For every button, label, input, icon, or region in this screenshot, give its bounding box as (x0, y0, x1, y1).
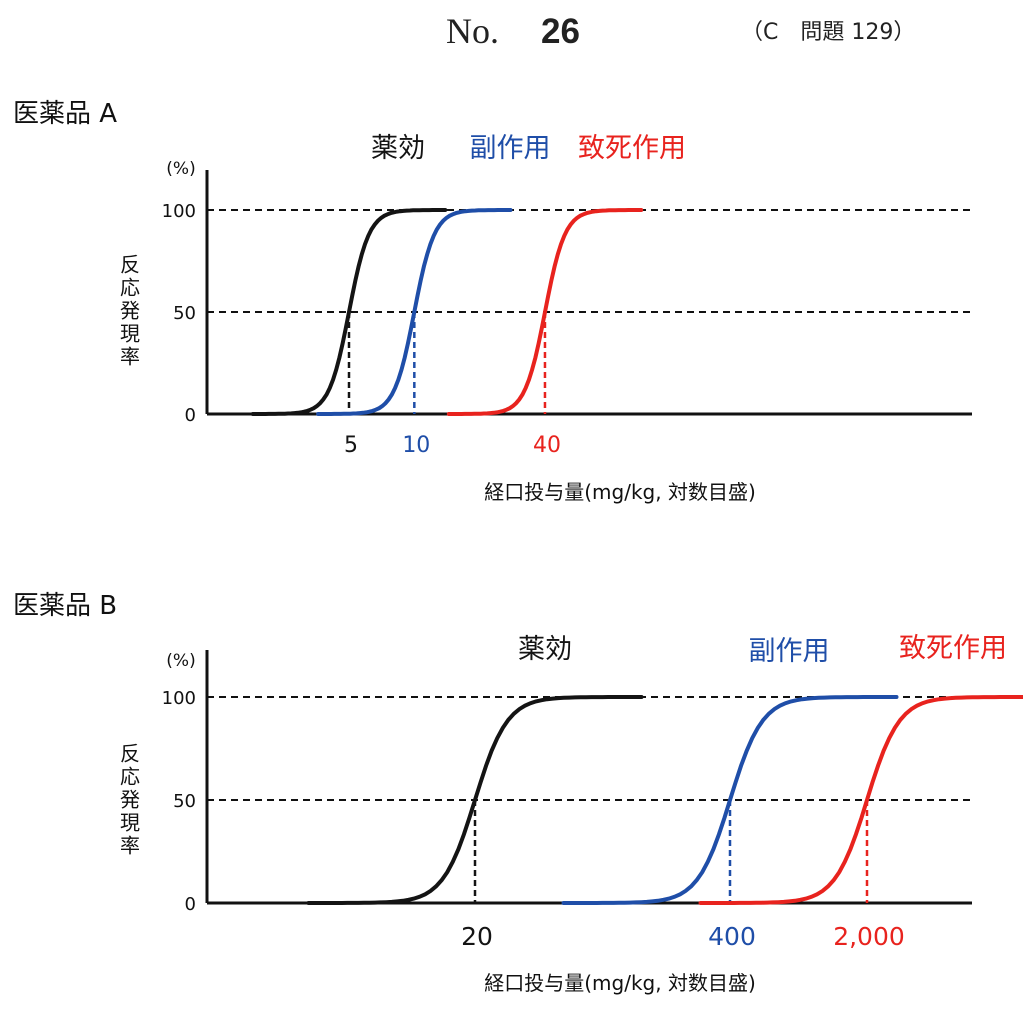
chart-b-series-name-1: 副作用 (749, 636, 830, 667)
header-number: 26 (541, 12, 580, 52)
header-no: No. (446, 10, 499, 52)
chart-a-series-name-2: 致死作用 (578, 133, 686, 164)
chart-b-ylabel-char: 現 (120, 811, 140, 835)
chart-a-ed50-label-0: 5 (344, 433, 358, 458)
chart-a-ylabel-char: 現 (120, 322, 140, 346)
chart-a-ytick-label: 100 (162, 201, 196, 222)
chart-a-ytick-label: 0 (185, 405, 196, 426)
chart-b-series-name-0: 薬効 (518, 634, 572, 665)
chart-a-ylabel-char: 発 (120, 299, 140, 323)
chart-a-series-name-1: 副作用 (470, 133, 551, 164)
chart-b-y-unit: (%) (166, 651, 195, 671)
chart-a: 050100(%)反応発現率5薬効10副作用40致死作用経口投与量(mg/kg,… (0, 140, 1023, 570)
chart-b-title: 医薬品 B (13, 585, 117, 622)
chart-b-ytick-label: 0 (185, 894, 196, 915)
chart-a-ed50-label-2: 40 (533, 433, 561, 458)
chart-b-series-name-2: 致死作用 (899, 633, 1007, 664)
chart-b-ylabel-char: 発 (120, 788, 140, 812)
chart-b-ytick-label: 100 (162, 688, 196, 709)
header-question: （C 問題 129） (741, 14, 915, 46)
chart-a-ed50-label-1: 10 (402, 433, 430, 458)
chart-b-ylabel-char: 応 (120, 765, 140, 789)
chart-b-ytick-label: 50 (173, 791, 196, 812)
chart-b-xlabel: 経口投与量(mg/kg, 対数目盛) (484, 971, 756, 995)
chart-b-ed50-label-2: 2,000 (833, 922, 905, 951)
chart-b-ylabel-char: 率 (120, 834, 140, 858)
chart-b-ed50-label-1: 400 (708, 922, 756, 951)
chart-a-ylabel-char: 反 (120, 253, 140, 277)
chart-a-ylabel-char: 率 (120, 345, 140, 369)
chart-a-ytick-label: 50 (173, 303, 196, 324)
chart-b-ed50-label-0: 20 (461, 922, 493, 951)
chart-b-ylabel-char: 反 (120, 742, 140, 766)
chart-a-title: 医薬品 A (13, 93, 117, 130)
chart-a-series-name-0: 薬効 (371, 133, 425, 164)
chart-a-y-unit: (%) (166, 159, 195, 179)
chart-a-xlabel: 経口投与量(mg/kg, 対数目盛) (484, 480, 756, 504)
chart-a-ylabel-char: 応 (120, 276, 140, 300)
